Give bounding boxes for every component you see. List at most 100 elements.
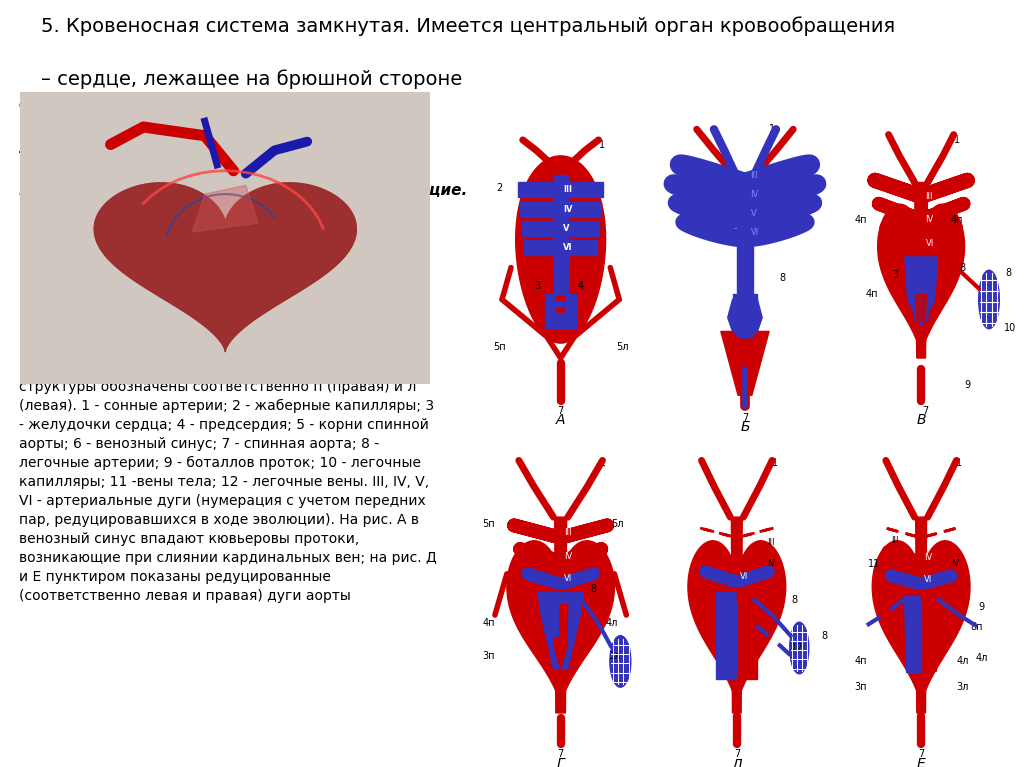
Text: 4п: 4п [951, 215, 964, 225]
Text: 11: 11 [868, 558, 881, 568]
Text: Схема строения сердца и артериальных дуг в
разных классах позвоночных:  А - рыбы: Схема строения сердца и артериальных дуг… [18, 97, 467, 199]
Polygon shape [915, 295, 927, 321]
Text: IV: IV [564, 551, 572, 561]
Text: Е: Е [916, 757, 926, 767]
Polygon shape [507, 541, 614, 709]
Text: 8: 8 [959, 262, 966, 272]
Text: 1: 1 [599, 140, 605, 150]
Text: 3: 3 [892, 270, 898, 280]
Polygon shape [721, 331, 769, 395]
Text: 1: 1 [953, 135, 959, 145]
Text: VI: VI [563, 243, 572, 252]
Text: 3: 3 [534, 281, 540, 291]
Text: 2: 2 [496, 183, 502, 193]
Polygon shape [728, 295, 762, 339]
Text: Б: Б [740, 420, 750, 433]
Ellipse shape [610, 636, 631, 687]
Text: 8п: 8п [970, 622, 982, 633]
Polygon shape [554, 284, 567, 295]
Text: 7: 7 [918, 749, 925, 759]
Text: 7: 7 [557, 749, 564, 759]
Text: 9: 9 [978, 602, 984, 612]
Text: 8: 8 [1006, 268, 1012, 278]
Text: 4п: 4п [482, 618, 495, 628]
Polygon shape [737, 592, 758, 679]
FancyBboxPatch shape [20, 92, 430, 384]
Polygon shape [94, 183, 356, 351]
Text: 1: 1 [769, 124, 775, 134]
Polygon shape [546, 314, 575, 328]
Polygon shape [915, 517, 927, 713]
Text: 8: 8 [779, 273, 785, 283]
Polygon shape [720, 597, 737, 672]
Text: 4л: 4л [956, 657, 969, 667]
Text: 6: 6 [566, 319, 572, 329]
Polygon shape [904, 597, 922, 672]
Text: 4л: 4л [976, 653, 988, 663]
Polygon shape [566, 295, 575, 314]
Text: 5п: 5п [493, 342, 506, 352]
Text: 5. Кровеносная система замкнутая. Имеется центральный орган кровообращения: 5. Кровеносная система замкнутая. Имеетс… [41, 17, 895, 36]
Polygon shape [911, 273, 931, 321]
Text: Венозная кровь показана черным цветом. Парные
структуры обозначены соответственн: Венозная кровь показана черным цветом. П… [18, 361, 436, 603]
Text: Д: Д [731, 757, 742, 767]
Polygon shape [555, 301, 566, 307]
Text: 5л: 5л [611, 519, 624, 529]
Text: 8: 8 [591, 584, 597, 594]
Polygon shape [554, 175, 567, 295]
Text: 3п: 3п [854, 682, 867, 692]
Text: 1: 1 [956, 457, 963, 468]
Text: VI: VI [924, 575, 932, 584]
Polygon shape [538, 592, 584, 669]
Polygon shape [688, 541, 785, 709]
Text: III: III [563, 186, 572, 194]
Text: 4п: 4п [854, 215, 867, 225]
Text: IV: IV [767, 559, 775, 568]
Text: 7: 7 [733, 749, 740, 759]
Text: 9: 9 [965, 380, 971, 390]
Text: VI: VI [751, 228, 759, 237]
Polygon shape [546, 295, 555, 314]
Polygon shape [555, 517, 566, 713]
Polygon shape [524, 240, 597, 255]
Text: 4п: 4п [865, 289, 878, 299]
Polygon shape [193, 186, 258, 232]
Text: 1: 1 [772, 457, 778, 468]
Polygon shape [546, 600, 558, 636]
Text: В: В [916, 413, 926, 427]
Text: А: А [556, 413, 565, 427]
Text: IV: IV [751, 189, 759, 199]
Text: 8: 8 [821, 630, 827, 640]
Text: 3л: 3л [956, 682, 969, 692]
Text: VI: VI [739, 572, 748, 581]
Text: III: III [564, 528, 571, 537]
Text: VI: VI [564, 574, 572, 584]
Polygon shape [516, 156, 605, 343]
Polygon shape [520, 202, 601, 216]
Text: 7: 7 [741, 413, 749, 423]
Text: V: V [751, 209, 756, 218]
Polygon shape [732, 295, 745, 304]
Text: III: III [751, 170, 758, 179]
Text: IV: IV [924, 553, 932, 561]
Text: 7: 7 [557, 406, 564, 416]
Polygon shape [522, 221, 599, 235]
Polygon shape [914, 183, 928, 358]
Polygon shape [716, 592, 737, 679]
Text: IV: IV [951, 559, 959, 568]
Text: 1: 1 [599, 457, 605, 468]
Text: 4л: 4л [605, 618, 617, 628]
Polygon shape [737, 597, 755, 672]
Polygon shape [553, 604, 567, 669]
Polygon shape [872, 541, 970, 709]
Text: V: V [563, 224, 570, 232]
Text: 3п: 3п [482, 651, 495, 661]
Polygon shape [922, 597, 939, 672]
Text: 10: 10 [1004, 323, 1016, 333]
Text: 3л: 3л [608, 651, 621, 661]
Polygon shape [94, 183, 356, 351]
Text: Г: Г [557, 757, 564, 767]
Text: IV: IV [563, 205, 572, 213]
Text: – сердце, лежащее на брюшной стороне: – сердце, лежащее на брюшной стороне [41, 69, 462, 89]
Polygon shape [518, 183, 603, 197]
